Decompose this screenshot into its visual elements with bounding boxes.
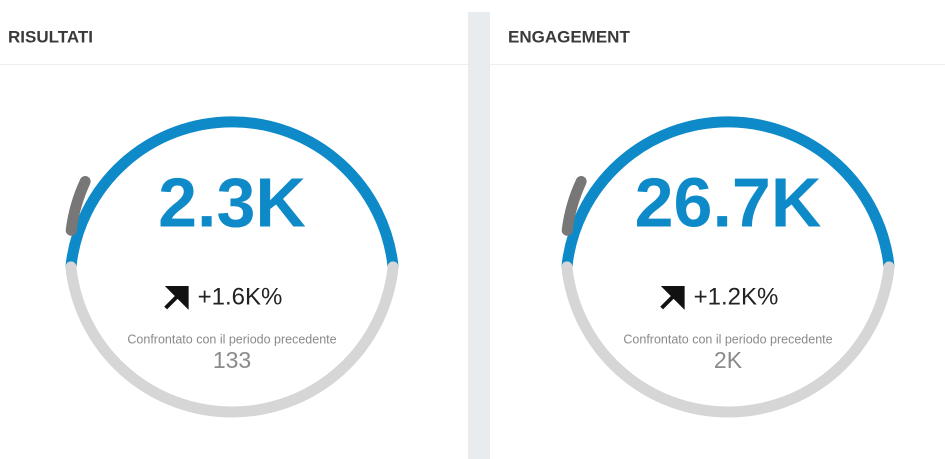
gauge-marker [561, 176, 587, 236]
gauge-track [561, 261, 895, 418]
comparison-label: Confrontato con il periodo precedente [127, 332, 336, 346]
comparison-label: Confrontato con il periodo precedente [623, 332, 832, 346]
previous-value: 2K [714, 347, 743, 373]
gauge-marker [65, 176, 91, 236]
trend-arrow [164, 286, 189, 310]
change: +1.6K% [198, 283, 283, 310]
panel-title: ENGAGEMENT [508, 27, 630, 46]
change: +1.2K% [694, 283, 779, 310]
value: 2.3K [158, 163, 306, 241]
trend-arrow [660, 286, 685, 310]
value: 26.7K [635, 163, 822, 241]
gauge-track [65, 261, 399, 418]
gauge-arc [65, 116, 399, 273]
gauge-arc [561, 116, 895, 273]
divider [468, 12, 490, 459]
previous-value: 133 [213, 347, 251, 373]
panel-title: RISULTATI [8, 27, 93, 46]
panel: ENGAGEMENT 26.7K +1.2K% Confrontato con il … [508, 27, 895, 418]
panel: RISULTATI 2.3K +1.6K% Confrontato con il pe… [8, 27, 399, 418]
